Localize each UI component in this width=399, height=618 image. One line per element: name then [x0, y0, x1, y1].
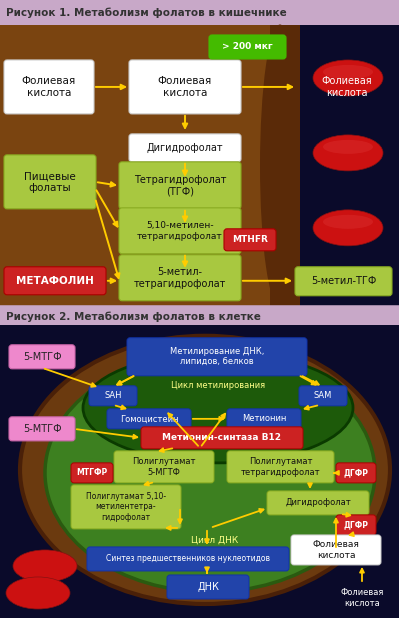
- Text: Гомоцистеин: Гомоцистеин: [120, 414, 178, 423]
- FancyBboxPatch shape: [4, 155, 96, 209]
- FancyBboxPatch shape: [227, 451, 334, 483]
- FancyBboxPatch shape: [119, 208, 241, 254]
- Text: Фолиевая
кислота: Фолиевая кислота: [322, 76, 372, 98]
- FancyBboxPatch shape: [119, 162, 241, 209]
- Ellipse shape: [6, 577, 70, 609]
- FancyBboxPatch shape: [129, 60, 241, 114]
- Text: Тетрагидрофолат
(ТГФ): Тетрагидрофолат (ТГФ): [134, 174, 226, 196]
- FancyBboxPatch shape: [129, 134, 241, 162]
- Ellipse shape: [13, 550, 77, 582]
- Bar: [0, 308, 399, 325]
- Ellipse shape: [45, 353, 375, 592]
- Bar: [0, 25, 295, 308]
- Bar: [270, 25, 300, 308]
- FancyBboxPatch shape: [295, 267, 392, 296]
- Text: Полиглутамат
5-МГТФ: Полиглутамат 5-МГТФ: [132, 457, 196, 476]
- Text: ДГФР: ДГФР: [344, 468, 369, 477]
- FancyBboxPatch shape: [4, 60, 94, 114]
- Bar: [295, 25, 399, 308]
- FancyBboxPatch shape: [167, 575, 249, 599]
- Text: MTHFR: MTHFR: [232, 235, 268, 244]
- Ellipse shape: [323, 140, 373, 154]
- Ellipse shape: [313, 135, 383, 171]
- Text: Метионин-синтаза В12: Метионин-синтаза В12: [162, 433, 282, 442]
- Text: Пищевые
фолаты: Пищевые фолаты: [24, 171, 76, 193]
- FancyBboxPatch shape: [107, 409, 191, 429]
- Text: МЕТАФОЛИН: МЕТАФОЛИН: [16, 276, 94, 286]
- Text: Дигидрофолат: Дигидрофолат: [147, 143, 223, 153]
- FancyBboxPatch shape: [127, 338, 307, 376]
- Text: Цикл ДНК: Цикл ДНК: [192, 535, 239, 544]
- Text: Фолиевая
кислота: Фолиевая кислота: [312, 540, 359, 560]
- Text: > 200 мкг: > 200 мкг: [222, 43, 273, 51]
- Ellipse shape: [323, 65, 373, 79]
- Text: Рисунок 1. Метаболизм фолатов в кишечнике: Рисунок 1. Метаболизм фолатов в кишечник…: [6, 8, 287, 19]
- Text: 5,10-метилен-
тетрагидрофолат: 5,10-метилен- тетрагидрофолат: [137, 221, 223, 240]
- Ellipse shape: [313, 210, 383, 246]
- FancyBboxPatch shape: [4, 267, 106, 295]
- Text: Метилирование ДНК,
липидов, белков: Метилирование ДНК, липидов, белков: [170, 347, 264, 366]
- Text: ДНК: ДНК: [197, 582, 219, 592]
- Text: SAM: SAM: [314, 391, 332, 400]
- FancyBboxPatch shape: [209, 35, 286, 59]
- Bar: [0, 0, 399, 25]
- Text: Рисунок 2. Метаболизм фолатов в клетке: Рисунок 2. Метаболизм фолатов в клетке: [6, 311, 261, 322]
- Ellipse shape: [313, 60, 383, 96]
- FancyBboxPatch shape: [299, 386, 347, 406]
- Text: SAH: SAH: [104, 391, 122, 400]
- Text: Фолиевая
кислота: Фолиевая кислота: [158, 76, 212, 98]
- Text: 5-метил-
тетрагидрофолат: 5-метил- тетрагидрофолат: [134, 267, 226, 289]
- Ellipse shape: [323, 215, 373, 229]
- Text: 5-метил-ТГФ: 5-метил-ТГФ: [311, 276, 376, 286]
- Text: Дигидрофолат: Дигидрофолат: [285, 498, 351, 507]
- Text: 5-МТГФ: 5-МТГФ: [23, 352, 61, 362]
- FancyBboxPatch shape: [87, 547, 289, 571]
- FancyBboxPatch shape: [71, 463, 113, 483]
- Ellipse shape: [83, 353, 353, 463]
- FancyBboxPatch shape: [141, 427, 303, 449]
- Ellipse shape: [260, 25, 300, 307]
- Text: Фолиевая
кислота: Фолиевая кислота: [22, 76, 76, 98]
- FancyBboxPatch shape: [119, 255, 241, 301]
- Ellipse shape: [20, 336, 390, 604]
- Text: Фолиевая
кислота: Фолиевая кислота: [340, 588, 384, 607]
- Text: Полиглутамат 5,10-
метилентетра-
гидрофолат: Полиглутамат 5,10- метилентетра- гидрофо…: [86, 492, 166, 522]
- FancyBboxPatch shape: [9, 345, 75, 369]
- FancyBboxPatch shape: [291, 535, 381, 565]
- FancyBboxPatch shape: [227, 409, 301, 429]
- Text: Цикл метилирования: Цикл метилирования: [171, 381, 265, 391]
- FancyBboxPatch shape: [114, 451, 214, 483]
- FancyBboxPatch shape: [224, 229, 276, 251]
- FancyBboxPatch shape: [71, 485, 181, 529]
- Text: Полиглутамат
тетрагидрофолат: Полиглутамат тетрагидрофолат: [241, 457, 320, 476]
- FancyBboxPatch shape: [89, 386, 137, 406]
- FancyBboxPatch shape: [336, 515, 376, 535]
- FancyBboxPatch shape: [9, 417, 75, 441]
- Text: 5-МТГФ: 5-МТГФ: [23, 424, 61, 434]
- Text: МТГФР: МТГФР: [76, 468, 108, 477]
- Text: ДГФР: ДГФР: [344, 520, 369, 530]
- FancyBboxPatch shape: [336, 463, 376, 483]
- Text: Синтез предшественников нуклеотидов: Синтез предшественников нуклеотидов: [106, 554, 270, 564]
- Text: Метионин: Метионин: [242, 414, 286, 423]
- FancyBboxPatch shape: [267, 491, 369, 515]
